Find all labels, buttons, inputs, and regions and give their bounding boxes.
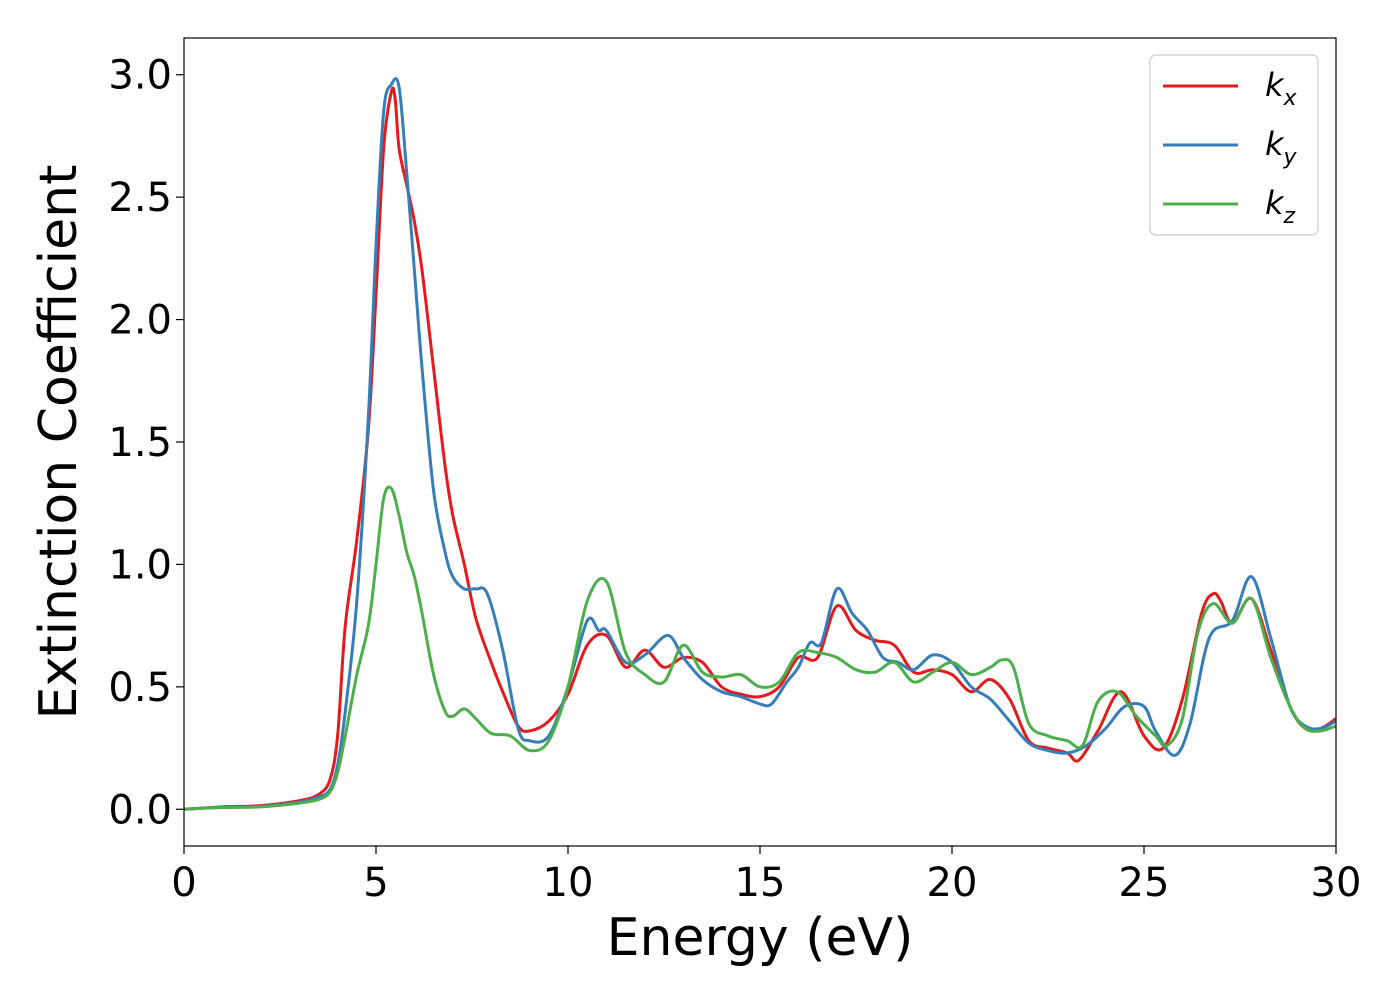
x-tick-label: 10 xyxy=(543,860,594,906)
x-axis-ticks: 0 5 10 15 20 25 30 xyxy=(171,846,1361,906)
legend-label-ky: ky xyxy=(1265,125,1298,170)
plot-background xyxy=(184,38,1336,846)
legend: kx ky kz xyxy=(1149,54,1319,236)
x-tick-label: 30 xyxy=(1311,860,1362,906)
y-tick-label: 3.0 xyxy=(108,53,172,99)
series-line-ky xyxy=(184,77,1336,811)
y-tick-label: 2.0 xyxy=(108,298,172,344)
y-tick-label: 0.5 xyxy=(108,665,172,711)
x-axis-label: Energy (eV) xyxy=(607,908,914,968)
x-tick-label: 0 xyxy=(171,860,196,906)
legend-label-kz: kz xyxy=(1265,184,1296,229)
y-tick-label: 0.0 xyxy=(108,787,172,833)
plot-frame xyxy=(183,37,1337,847)
y-tick-label: 2.5 xyxy=(108,175,172,221)
series-line-kz xyxy=(184,485,1336,811)
y-axis-ticks: 0.0 0.5 1.0 1.5 2.0 2.5 3.0 xyxy=(108,53,184,833)
y-tick-label: 1.0 xyxy=(108,542,172,588)
y-tick-label: 1.5 xyxy=(108,420,172,466)
y-axis-label: Extinction Coefficient xyxy=(29,165,89,720)
x-tick-label: 20 xyxy=(927,860,978,906)
x-tick-label: 25 xyxy=(1119,860,1170,906)
x-tick-label: 15 xyxy=(735,860,786,906)
x-tick-label: 5 xyxy=(363,860,388,906)
legend-label-kx: kx xyxy=(1265,66,1298,111)
series-lines xyxy=(184,77,1336,811)
